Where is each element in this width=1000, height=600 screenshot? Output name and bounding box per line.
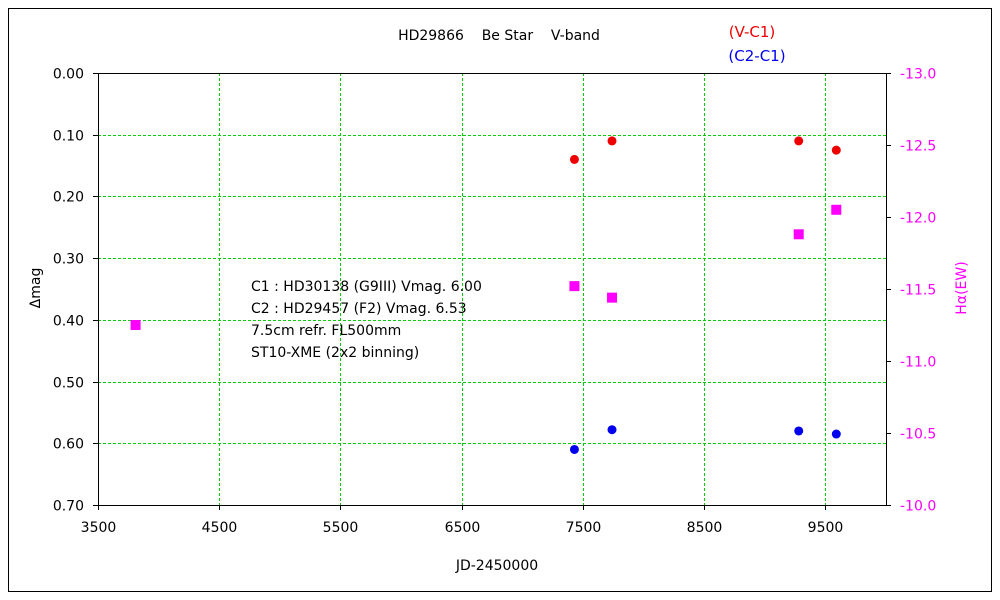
left-axis-tick-label: 0.40 (53, 314, 84, 330)
left-axis-tick-label: 0.70 (53, 499, 84, 515)
point-h-ew (831, 204, 842, 215)
right-axis-tick-label: -12.5 (900, 139, 936, 155)
plot-area-border (98, 73, 887, 506)
annotation-line-2: C2 : HD29457 (F2) Vmag. 6.53 (251, 301, 467, 317)
left-axis-tick-label: 0.60 (53, 437, 84, 453)
x-axis-tick-label: 6500 (445, 520, 481, 536)
right-axis-label: Hα(EW) (954, 261, 970, 314)
x-axis-tick-label: 4500 (202, 520, 238, 536)
left-axis-tick-labels: 0.00 0.10 0.20 0.30 0.40 0.50 0.60 0.70 (53, 67, 84, 515)
point-v-c1 (607, 136, 617, 146)
x-axis-tick-labels: 3500 4500 5500 6500 7500 8500 9500 (81, 520, 844, 536)
point-h-ew (607, 292, 618, 303)
x-axis-label: JD-2450000 (455, 558, 538, 574)
annotation-line-1: C1 : HD30138 (G9III) Vmag. 6.00 (251, 279, 482, 295)
right-axis-tick-labels: -13.0 -12.5 -12.0 -11.5 -11.0 -10.5 -10.0 (900, 67, 936, 515)
point-c2-c1 (831, 429, 841, 439)
point-c2-c1 (607, 425, 617, 435)
left-axis-tick-label: 0.00 (53, 67, 84, 83)
left-axis-label: Δmag (28, 268, 44, 309)
legend-entry-v-c1: (V-C1) (729, 23, 776, 41)
point-h-ew (793, 229, 804, 240)
x-axis-tick-label: 7500 (566, 520, 602, 536)
annotation-line-3: 7.5cm refr. FL500mm (251, 323, 401, 339)
right-axis-tick-label: -10.5 (900, 427, 936, 443)
chart-title: HD29866 Be Star V-band (398, 28, 600, 44)
left-axis-tick-label: 0.10 (53, 129, 84, 145)
point-h-ew (569, 281, 580, 292)
x-axis-tick-label: 3500 (81, 520, 117, 536)
annotation-line-4: ST10-XME (2x2 binning) (251, 345, 419, 361)
right-axis-tick-label: -13.0 (900, 67, 936, 83)
point-v-c1 (569, 154, 579, 164)
data-points (130, 136, 842, 454)
point-v-c1 (794, 136, 804, 146)
right-axis-tick-label: -11.0 (900, 355, 936, 371)
axes (93, 73, 891, 510)
left-axis-tick-label: 0.20 (53, 190, 84, 206)
point-v-c1 (831, 145, 841, 155)
left-axis-tick-label: 0.50 (53, 376, 84, 392)
right-axis-tick-label: -11.5 (900, 283, 936, 299)
legend-entry-c2-c1: (C2-C1) (728, 47, 785, 65)
point-c2-c1 (794, 426, 804, 436)
instrument-annotation: C1 : HD30138 (G9III) Vmag. 6.00 C2 : HD2… (251, 279, 482, 361)
chart-border (8, 8, 992, 592)
point-c2-c1 (569, 444, 579, 454)
grid-lines (98, 73, 886, 505)
x-axis-tick-label: 5500 (323, 520, 359, 536)
point-h-ew (130, 320, 141, 330)
right-axis-tick-label: -10.0 (900, 499, 936, 515)
right-axis-tick-label: -12.0 (900, 211, 936, 227)
x-axis-tick-label: 8500 (687, 520, 723, 536)
x-axis-tick-label: 9500 (808, 520, 844, 536)
left-axis-tick-label: 0.30 (53, 252, 84, 268)
